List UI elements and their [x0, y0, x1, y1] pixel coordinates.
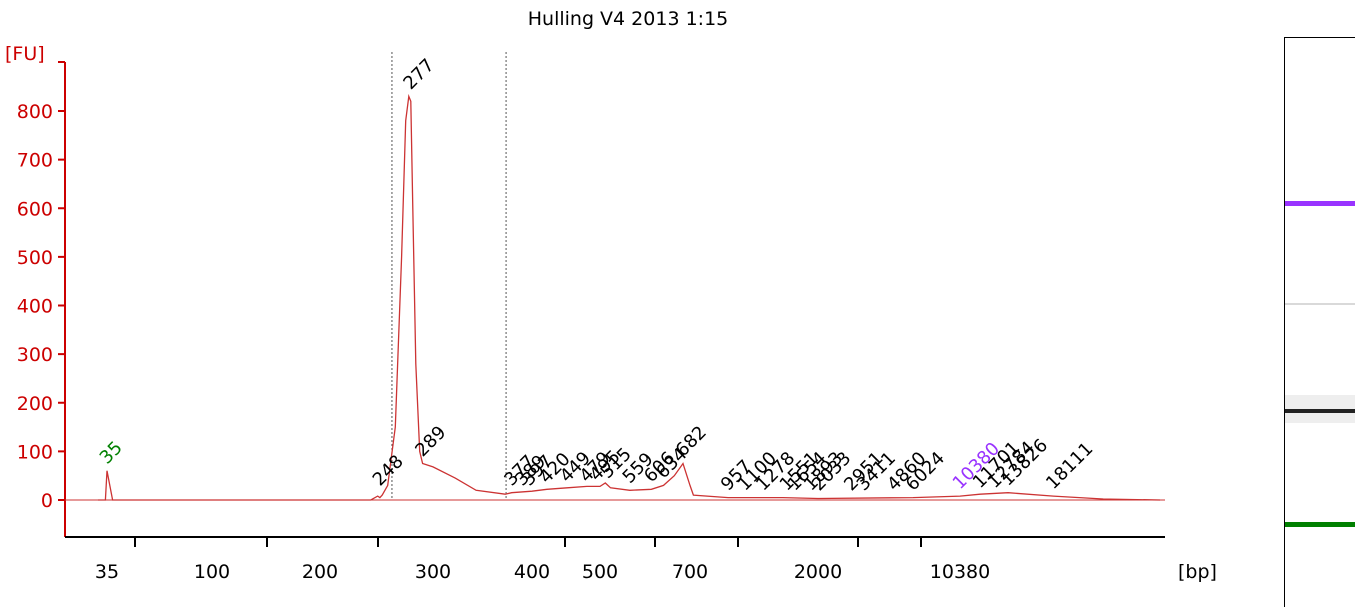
- y-tick-label: 100: [17, 441, 53, 463]
- lower-marker-band: [1285, 522, 1355, 527]
- x-axis-label: [bp]: [1178, 561, 1217, 583]
- x-tick-label: 100: [194, 561, 230, 583]
- y-tick-label: 400: [17, 296, 53, 318]
- axes: 0 100 200 300 400 500 600 700 800 35 100 200 300 400 5…: [17, 61, 1165, 583]
- chart-title: Hulling V4 2013 1:15: [528, 8, 729, 30]
- main-band: [1285, 409, 1355, 413]
- trace-line: [98, 93, 1161, 501]
- peak-label: 18111: [1042, 438, 1097, 493]
- region-marker-lines: [391, 52, 507, 500]
- y-tick-label: 200: [17, 393, 53, 415]
- y-axis-label: [FU]: [5, 43, 45, 65]
- electropherogram-chart: Hulling V4 2013 1:15 [FU] [bp] 0 100 200 30…: [5, 8, 1217, 583]
- x-tick-label: 500: [582, 561, 618, 583]
- gel-lane: [1284, 37, 1355, 607]
- x-tick-label: 400: [514, 561, 550, 583]
- y-tick-label: 600: [17, 198, 53, 220]
- peak-label: 277: [399, 55, 438, 94]
- upper-marker-band: [1285, 201, 1355, 206]
- x-tick-label: 10380: [930, 561, 990, 583]
- y-tick-label: 0: [41, 490, 53, 512]
- trace-series: [65, 93, 1165, 501]
- x-tick-label: 300: [415, 561, 451, 583]
- peak-label: 248: [369, 451, 408, 490]
- y-tick-label: 300: [17, 344, 53, 366]
- y-tick-label: 500: [17, 247, 53, 269]
- x-tick-label: 200: [302, 561, 338, 583]
- gel-bands: [1285, 201, 1355, 527]
- x-tick-label: 35: [95, 561, 119, 583]
- x-tick-label: 2000: [794, 561, 842, 583]
- peak-label: 35: [96, 437, 127, 468]
- y-tick-label: 700: [17, 150, 53, 172]
- peak-label: 289: [411, 422, 450, 461]
- y-tick-label: 800: [17, 101, 53, 123]
- x-tick-label: 700: [672, 561, 708, 583]
- faint-band: [1285, 303, 1355, 305]
- peak-labels: 35 24827728937738939742044947949551555960…: [96, 55, 1098, 495]
